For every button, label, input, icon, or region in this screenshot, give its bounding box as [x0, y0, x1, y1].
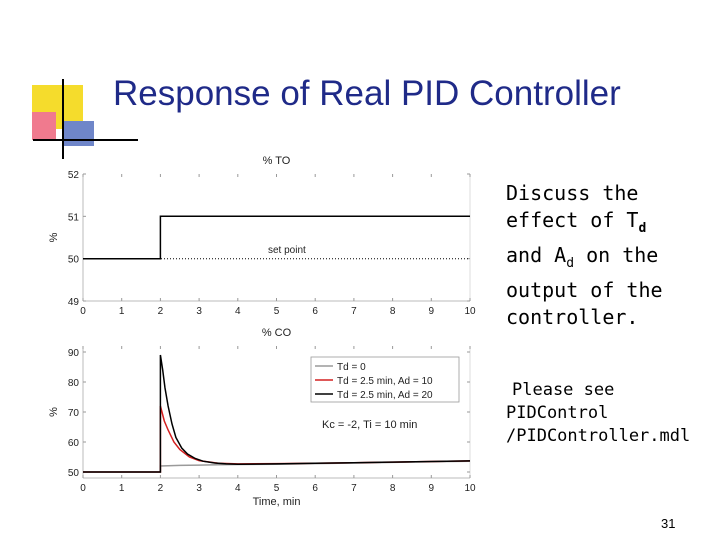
chart1-y-label: % [48, 232, 60, 242]
chart1-annotation-set-point: set point [268, 245, 306, 256]
chart2-y-label: % [48, 407, 60, 417]
chart2-x-tick-label: 1 [119, 483, 125, 494]
chart1-x-tick-label: 5 [274, 306, 280, 317]
chart1-x-tick-label: 0 [80, 306, 86, 317]
file-reference-line-2: PIDControl [506, 403, 609, 423]
chart2-y-tick-label: 50 [68, 468, 80, 479]
chart2-x-tick-label: 5 [274, 483, 280, 494]
chart2-x-tick-label: 4 [235, 483, 241, 494]
chart2-series-2 [83, 354, 471, 473]
page-number: 31 [661, 516, 676, 531]
chart2-annotation-params: Kc = -2, Ti = 10 min [322, 419, 417, 431]
chart2-x-label: Time, min [253, 496, 301, 508]
chart1-x-tick-label: 4 [235, 306, 241, 317]
chart2-x-tick-label: 0 [80, 483, 86, 494]
chart1-x-tick-label: 10 [464, 306, 476, 317]
chart1-y-tick-label: 49 [68, 297, 80, 308]
discussion-line-4: output of the [506, 278, 663, 302]
chart2-x-tick-label: 10 [464, 483, 476, 494]
decor-pink-bar [32, 112, 56, 140]
chart2-x-tick-label: 6 [312, 483, 318, 494]
chart1-title: % TO [263, 155, 291, 167]
chart1-x-tick-label: 1 [119, 306, 125, 317]
decor-blue-square [64, 121, 94, 146]
chart2-x-tick-label: 9 [429, 483, 435, 494]
chart1-y-tick-label: 52 [68, 170, 80, 181]
discussion-text: Discuss the effect of Td and Ad on the o… [506, 180, 663, 331]
chart2-x-tick-label: 3 [196, 483, 202, 494]
decor-vertical-line [62, 79, 64, 159]
chart1-x-tick-label: 8 [390, 306, 396, 317]
chart1-x-tick-label: 7 [351, 306, 357, 317]
discussion-line-3: and Ad on the [506, 243, 659, 271]
discussion-line-5: controller. [506, 305, 639, 329]
file-reference-text: Please see PIDControl /PIDController.mdl [506, 379, 690, 448]
chart2-x-tick-label: 2 [158, 483, 164, 494]
chart2-legend-box [310, 356, 460, 403]
chart1-x-tick-label: 3 [196, 306, 202, 317]
chart1-y-tick-label: 50 [68, 255, 80, 266]
chart2-series-0 [83, 460, 471, 473]
discussion-line-2: effect of Td [506, 208, 647, 236]
chart2-title: % CO [262, 327, 292, 339]
chart2-legend-entry-2: Td = 2.5 min, Ad = 20 [337, 390, 433, 401]
chart2-y-tick-label: 90 [68, 348, 80, 359]
chart1-x-tick-label: 2 [158, 306, 164, 317]
chart2-legend-entry-1: Td = 2.5 min, Ad = 10 [337, 376, 433, 387]
chart1-series-0 [83, 215, 470, 260]
discussion-line-1: Discuss the [506, 181, 639, 205]
chart2-y-tick-label: 60 [68, 438, 80, 449]
chart2-y-tick-label: 80 [68, 378, 80, 389]
chart1-x-tick-label: 6 [312, 306, 318, 317]
file-reference-line-3: /PIDController.mdl [506, 426, 691, 446]
chart2-x-tick-label: 7 [351, 483, 357, 494]
chart1-y-tick-label: 51 [68, 212, 80, 223]
decor-horizontal-line [33, 139, 138, 141]
chart1-x-tick-label: 9 [429, 306, 435, 317]
chart2-x-tick-label: 8 [390, 483, 396, 494]
chart2-legend-entry-0: Td = 0 [337, 362, 366, 373]
chart2-y-tick-label: 70 [68, 408, 80, 419]
file-reference-line-1: Please see [512, 380, 615, 400]
slide-title: Response of Real PID Controller [113, 74, 621, 113]
